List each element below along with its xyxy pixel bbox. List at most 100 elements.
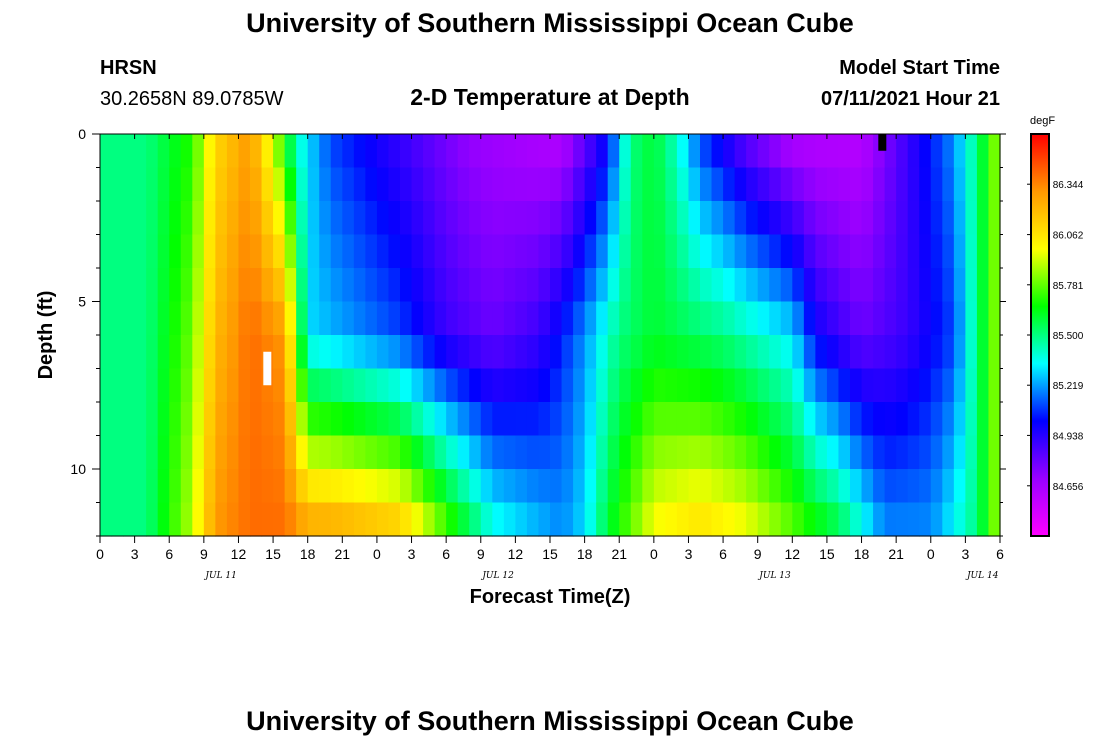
heatmap-cell — [573, 368, 586, 403]
heatmap-cell — [711, 134, 724, 169]
heatmap-cell — [976, 368, 990, 403]
heatmap-cell — [976, 469, 990, 504]
heatmap-cell — [261, 469, 274, 504]
heatmap-cell — [515, 368, 528, 403]
heatmap-cell — [838, 201, 851, 236]
heatmap-cell — [192, 335, 205, 370]
heatmap-cell — [423, 167, 436, 202]
heatmap-cell — [665, 234, 678, 269]
heatmap-cell — [826, 301, 840, 336]
heatmap-cell — [746, 469, 759, 504]
heatmap-cell — [815, 301, 828, 336]
heatmap-cell — [134, 335, 147, 370]
x-tick-label: 0 — [96, 546, 104, 562]
heatmap-cell — [203, 368, 216, 403]
heatmap-cell — [273, 368, 286, 403]
heatmap-cell — [111, 167, 124, 202]
heatmap-cell — [492, 335, 505, 370]
x-tick-label: 12 — [785, 546, 801, 562]
heatmap-cell — [492, 402, 505, 437]
heatmap-cell — [273, 201, 286, 236]
heatmap-cell — [573, 469, 586, 504]
footer-title: University of Southern Mississippi Ocean… — [246, 706, 854, 736]
heatmap-cell — [365, 268, 378, 303]
heatmap-cell — [757, 167, 770, 202]
heatmap-cell — [700, 435, 713, 470]
heatmap-cell — [676, 435, 690, 470]
heatmap-cell — [653, 268, 666, 303]
heatmap-cell — [157, 335, 170, 370]
heatmap-cell — [630, 201, 643, 236]
heatmap-cell — [688, 469, 701, 504]
heatmap-cell — [503, 435, 516, 470]
heatmap-cell — [688, 234, 701, 269]
heatmap-cell — [307, 201, 320, 236]
colorbar-label: 85.219 — [1053, 381, 1084, 392]
heatmap-cell — [734, 402, 747, 437]
heatmap-cell — [746, 402, 759, 437]
heatmap-cell — [353, 502, 366, 537]
heatmap-cell — [226, 234, 240, 269]
heatmap-cell — [780, 301, 793, 336]
heatmap-cell — [526, 134, 540, 169]
heatmap-cell — [596, 167, 609, 202]
heatmap-cell — [365, 134, 378, 169]
heatmap-cell — [700, 134, 713, 169]
heatmap-cell — [965, 268, 978, 303]
heatmap-cell — [342, 435, 355, 470]
heatmap-cell — [953, 435, 966, 470]
heatmap-cell — [988, 167, 1001, 202]
y-axis-title: Depth (ft) — [35, 291, 57, 380]
heatmap-cell — [480, 469, 493, 504]
heatmap-cell — [873, 502, 886, 537]
heatmap-cell — [711, 167, 724, 202]
heatmap-cell — [446, 301, 459, 336]
heatmap-cell — [942, 469, 955, 504]
heatmap-cell — [284, 201, 297, 236]
heatmap-cell — [700, 368, 713, 403]
heatmap-cell — [630, 268, 643, 303]
heatmap-cell — [607, 134, 620, 169]
heatmap-cell — [884, 201, 897, 236]
heatmap-cell — [353, 234, 366, 269]
heatmap-cell — [942, 502, 955, 537]
heatmap-cell — [919, 402, 932, 437]
heatmap-cell — [826, 435, 840, 470]
heatmap-cell — [238, 502, 251, 537]
heatmap-cell — [561, 368, 574, 403]
x-tick-label: 18 — [854, 546, 870, 562]
heatmap-cell — [815, 234, 828, 269]
heatmap-cell — [480, 234, 493, 269]
heatmap-cell — [180, 134, 193, 169]
heatmap-cell — [965, 201, 978, 236]
heatmap-cell — [953, 167, 966, 202]
heatmap-cell — [711, 268, 724, 303]
heatmap-cell — [630, 167, 643, 202]
heatmap-cell — [192, 301, 205, 336]
heatmap-cell — [907, 301, 920, 336]
heatmap-cell — [676, 301, 690, 336]
heatmap-cell — [607, 268, 620, 303]
heatmap-cell — [815, 502, 828, 537]
heatmap-cell — [792, 301, 805, 336]
x-tick-label: 3 — [131, 546, 139, 562]
heatmap-cell — [700, 268, 713, 303]
heatmap-cell — [238, 134, 251, 169]
heatmap-cell — [642, 402, 655, 437]
heatmap-cell — [330, 368, 343, 403]
heatmap-cell — [146, 134, 159, 169]
heatmap-cell — [665, 201, 678, 236]
heatmap-cell — [573, 502, 586, 537]
heatmap-cell — [803, 402, 816, 437]
heatmap-cell — [757, 134, 770, 169]
x-tick-label: 21 — [335, 546, 351, 562]
heatmap-cell — [423, 502, 436, 537]
heatmap-cell — [700, 335, 713, 370]
heatmap-cell — [653, 502, 666, 537]
heatmap-cell — [757, 335, 770, 370]
heatmap-cell — [353, 402, 366, 437]
heatmap-cell — [226, 335, 240, 370]
heatmap-cell — [676, 268, 690, 303]
heatmap-cell — [561, 435, 574, 470]
heatmap-cell — [850, 301, 863, 336]
